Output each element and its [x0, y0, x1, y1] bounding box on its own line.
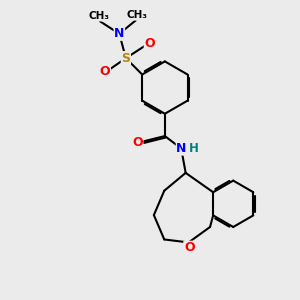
Text: S: S — [122, 52, 130, 65]
Text: O: O — [132, 136, 143, 149]
Text: CH₃: CH₃ — [127, 10, 148, 20]
Text: O: O — [144, 37, 155, 50]
Text: O: O — [184, 241, 194, 254]
Text: N: N — [114, 27, 124, 40]
Text: O: O — [100, 65, 110, 78]
Text: N: N — [176, 142, 187, 155]
Text: CH₃: CH₃ — [88, 11, 109, 21]
Text: H: H — [189, 142, 199, 155]
